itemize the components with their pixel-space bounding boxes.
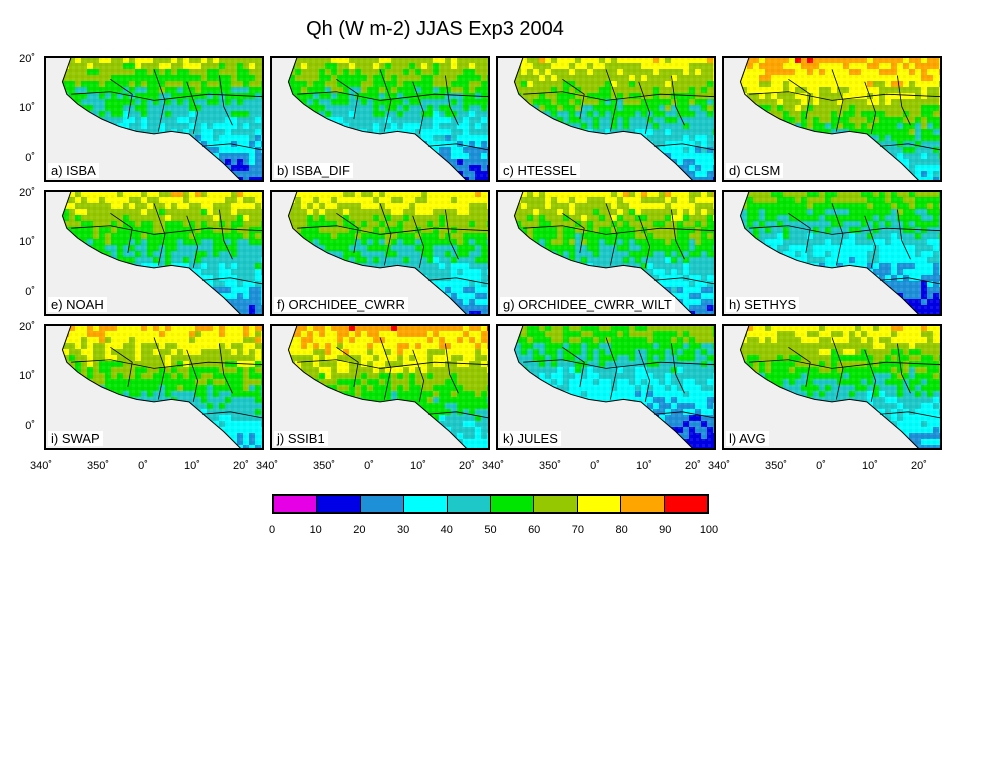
map-panel-grid	[44, 56, 942, 450]
map-panel	[270, 324, 490, 450]
colorbar-segment	[577, 496, 622, 512]
colorbar-segment	[447, 496, 492, 512]
map-panel	[496, 324, 716, 450]
map-panel	[44, 56, 264, 182]
map-panel	[722, 324, 942, 450]
colorbar-segment	[664, 496, 708, 512]
colorbar-tick-label: 20	[353, 524, 366, 536]
panel-label: k) JULES	[500, 431, 561, 446]
panel-label: f) ORCHIDEE_CWRR	[274, 297, 408, 312]
x-tick-label: 0˚	[816, 460, 826, 472]
colorbar-segment	[534, 496, 578, 512]
panel-label: e) NOAH	[48, 297, 107, 312]
map-panel	[722, 56, 942, 182]
y-tick-label: 20˚	[19, 321, 35, 333]
colorbar-segment	[317, 496, 361, 512]
y-tick-label: 10˚	[19, 370, 35, 382]
panel-label: d) CLSM	[726, 163, 784, 178]
x-tick-label: 10˚	[862, 460, 878, 472]
x-tick-label: 10˚	[410, 460, 426, 472]
colorbar-segment	[491, 496, 535, 512]
x-tick-label: 0˚	[590, 460, 600, 472]
colorbar-tick-label: 0	[268, 524, 276, 536]
x-tick-label: 340˚	[255, 460, 279, 472]
colorbar-segment	[360, 496, 405, 512]
x-tick-label: 350˚	[764, 460, 788, 472]
x-tick-label: 350˚	[86, 460, 110, 472]
map-panel	[44, 190, 264, 316]
colorbar-tick-label: 80	[615, 524, 628, 536]
y-tick-label: 0˚	[25, 286, 35, 298]
panel-label: l) AVG	[726, 431, 769, 446]
colorbar-tick-label: 40	[440, 524, 453, 536]
colorbar-segment	[274, 496, 318, 512]
colorbar-tick-label: 60	[528, 524, 541, 536]
y-tick-label: 0˚	[25, 420, 35, 432]
y-tick-label: 20˚	[19, 187, 35, 199]
x-tick-label: 0˚	[364, 460, 374, 472]
colorbar	[272, 494, 709, 514]
panel-label: g) ORCHIDEE_CWRR_WILT	[500, 297, 675, 312]
y-tick-label: 10˚	[19, 236, 35, 248]
panel-label: h) SETHYS	[726, 297, 800, 312]
colorbar-tick-label: 30	[396, 524, 410, 536]
panel-label: j) SSIB1	[274, 431, 328, 446]
panel-label: i) SWAP	[48, 431, 103, 446]
map-panel	[496, 56, 716, 182]
panel-label: a) ISBA	[48, 163, 99, 178]
colorbar-tick-label: 70	[571, 524, 585, 536]
x-tick-label: 20˚	[459, 460, 475, 472]
x-tick-label: 340˚	[29, 460, 53, 472]
map-panel	[270, 56, 490, 182]
x-tick-label: 20˚	[911, 460, 927, 472]
map-panel	[722, 190, 942, 316]
x-tick-label: 20˚	[685, 460, 701, 472]
colorbar-tick-label: 50	[484, 524, 497, 536]
x-tick-label: 350˚	[538, 460, 562, 472]
x-tick-label: 10˚	[184, 460, 200, 472]
colorbar-segment	[404, 496, 448, 512]
map-panel	[44, 324, 264, 450]
colorbar-segment	[621, 496, 665, 512]
x-tick-label: 0˚	[138, 460, 148, 472]
panel-label: b) ISBA_DIF	[274, 163, 353, 178]
y-tick-label: 20˚	[19, 53, 35, 65]
x-tick-label: 350˚	[312, 460, 336, 472]
x-tick-label: 20˚	[233, 460, 249, 472]
x-tick-label: 340˚	[481, 460, 505, 472]
y-tick-label: 10˚	[19, 102, 35, 114]
y-tick-label: 0˚	[25, 152, 35, 164]
map-panel	[270, 190, 490, 316]
colorbar-tick-label: 100	[699, 524, 719, 536]
colorbar-tick-label: 10	[309, 524, 322, 536]
colorbar-tick-label: 90	[659, 524, 672, 536]
page-title: Qh (W m-2) JJAS Exp3 2004	[306, 18, 564, 40]
x-tick-label: 340˚	[707, 460, 731, 472]
panel-label: c) HTESSEL	[500, 163, 580, 178]
x-tick-label: 10˚	[636, 460, 652, 472]
